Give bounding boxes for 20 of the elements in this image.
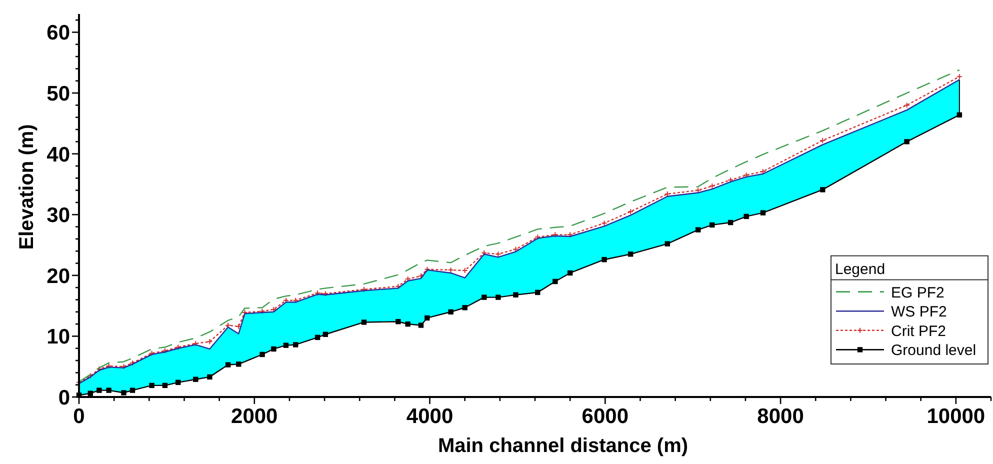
y-tick-label: 10 xyxy=(46,326,70,349)
legend-label: Ground level xyxy=(891,342,976,360)
x-tick-label: 8000 xyxy=(757,405,804,428)
x-tick-label: 0 xyxy=(73,405,85,428)
legend-label: Crit PF2 xyxy=(891,322,946,340)
x-tick-label: 2000 xyxy=(231,405,278,428)
legend-title: Legend xyxy=(835,260,886,278)
y-tick-label: 20 xyxy=(46,264,70,288)
y-tick-label: 60 xyxy=(46,22,70,45)
legend-label: EG PF2 xyxy=(891,284,944,302)
y-tick-label: 50 xyxy=(46,82,70,106)
x-tick-label: 4000 xyxy=(406,405,454,428)
y-tick-label: 30 xyxy=(46,204,70,228)
y-tick-label: 40 xyxy=(46,143,70,166)
y-tick-label: 0 xyxy=(58,386,70,410)
x-tick-label: 6000 xyxy=(582,405,629,428)
legend-label: WS PF2 xyxy=(891,304,947,321)
x-axis-title: Main channel distance (m) xyxy=(438,435,688,457)
y-axis-title: Elevation (m) xyxy=(16,124,38,250)
x-tick-label: 10000 xyxy=(926,405,986,428)
